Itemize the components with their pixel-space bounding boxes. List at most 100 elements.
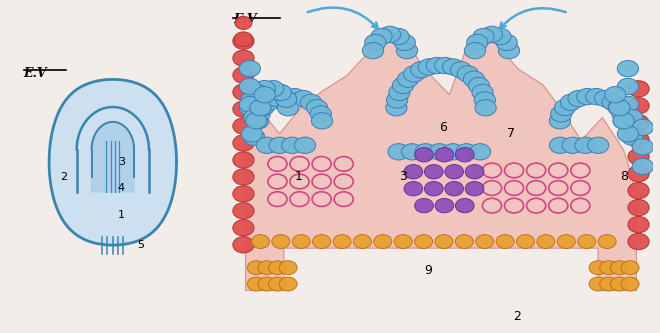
Circle shape	[397, 71, 418, 87]
Circle shape	[434, 57, 455, 74]
Circle shape	[277, 100, 299, 116]
Circle shape	[496, 235, 514, 248]
Circle shape	[306, 100, 327, 116]
Circle shape	[250, 100, 271, 116]
Circle shape	[628, 233, 649, 250]
Circle shape	[600, 261, 618, 275]
Circle shape	[577, 89, 598, 105]
Circle shape	[379, 26, 401, 43]
Text: E.V: E.V	[233, 13, 257, 26]
Circle shape	[610, 277, 628, 291]
Circle shape	[244, 109, 265, 126]
Circle shape	[617, 60, 638, 77]
Circle shape	[628, 132, 649, 148]
Circle shape	[404, 165, 422, 179]
Circle shape	[469, 77, 490, 94]
Circle shape	[554, 167, 562, 174]
Circle shape	[239, 100, 261, 116]
Circle shape	[605, 87, 626, 103]
Circle shape	[632, 119, 653, 136]
Circle shape	[418, 59, 440, 75]
Circle shape	[233, 67, 254, 83]
Circle shape	[617, 126, 638, 142]
Circle shape	[576, 202, 585, 209]
Circle shape	[550, 106, 572, 122]
Circle shape	[259, 94, 280, 111]
Circle shape	[233, 135, 254, 151]
Circle shape	[457, 66, 478, 82]
Circle shape	[233, 186, 254, 202]
Circle shape	[443, 59, 464, 75]
Circle shape	[233, 118, 254, 134]
Text: 1: 1	[295, 170, 302, 183]
Circle shape	[467, 34, 488, 51]
Circle shape	[557, 235, 576, 248]
Circle shape	[498, 43, 519, 59]
Circle shape	[442, 144, 463, 160]
Circle shape	[275, 91, 297, 108]
Circle shape	[233, 84, 254, 100]
Circle shape	[424, 165, 443, 179]
Circle shape	[488, 167, 496, 174]
Text: 1: 1	[117, 210, 125, 220]
Polygon shape	[92, 122, 134, 192]
Circle shape	[279, 277, 297, 291]
Circle shape	[397, 43, 418, 59]
Circle shape	[428, 144, 450, 160]
Circle shape	[617, 96, 638, 113]
Polygon shape	[246, 36, 636, 290]
Circle shape	[394, 34, 415, 51]
Circle shape	[353, 235, 372, 248]
Circle shape	[549, 137, 570, 154]
Circle shape	[589, 277, 607, 291]
Circle shape	[414, 148, 434, 162]
Circle shape	[613, 113, 634, 129]
Circle shape	[362, 43, 383, 59]
Circle shape	[510, 185, 518, 191]
Circle shape	[465, 43, 486, 59]
Circle shape	[554, 100, 576, 116]
Text: 4: 4	[117, 183, 125, 193]
Circle shape	[269, 137, 290, 154]
Circle shape	[279, 261, 297, 275]
Circle shape	[576, 167, 585, 174]
Text: 7: 7	[507, 127, 515, 141]
Circle shape	[387, 92, 408, 108]
Circle shape	[568, 90, 589, 107]
Circle shape	[578, 235, 596, 248]
Circle shape	[339, 196, 348, 202]
Circle shape	[475, 100, 496, 116]
Circle shape	[450, 62, 471, 78]
Circle shape	[609, 100, 630, 116]
Circle shape	[455, 198, 474, 213]
Circle shape	[254, 87, 275, 103]
Circle shape	[469, 144, 490, 160]
Circle shape	[435, 198, 453, 213]
Circle shape	[389, 84, 410, 101]
Text: 2: 2	[60, 172, 67, 182]
Circle shape	[414, 198, 434, 213]
Circle shape	[246, 84, 268, 101]
Circle shape	[415, 144, 436, 160]
Circle shape	[242, 126, 263, 142]
Circle shape	[233, 237, 254, 253]
Circle shape	[263, 81, 284, 97]
Circle shape	[510, 202, 518, 209]
Circle shape	[628, 216, 649, 233]
Circle shape	[273, 161, 282, 167]
Circle shape	[239, 60, 261, 77]
Circle shape	[404, 181, 422, 196]
Circle shape	[445, 165, 463, 179]
Circle shape	[294, 137, 315, 154]
Circle shape	[365, 34, 386, 51]
Circle shape	[374, 235, 392, 248]
Circle shape	[239, 78, 261, 95]
Circle shape	[532, 185, 541, 191]
Circle shape	[585, 89, 607, 105]
Circle shape	[532, 202, 541, 209]
Circle shape	[295, 178, 304, 185]
Circle shape	[233, 101, 254, 117]
Circle shape	[233, 33, 254, 49]
Text: E.V: E.V	[24, 67, 48, 80]
Circle shape	[273, 178, 282, 185]
